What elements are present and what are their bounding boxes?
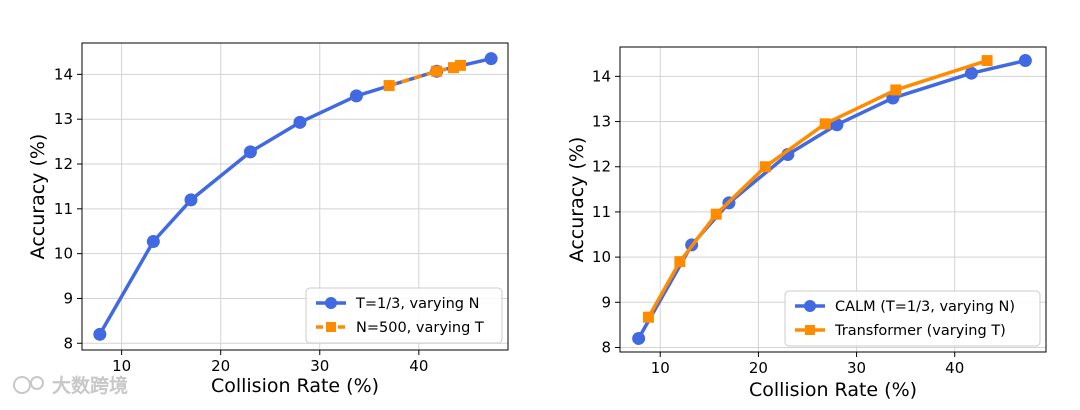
x-tick-label: 40 [409,357,428,375]
y-tick-label: 13 [54,110,73,128]
legend-marker [804,300,816,312]
y-tick-label: 14 [54,65,73,83]
x-axis-label: Collision Rate (%) [211,375,379,397]
legend-label: CALM (T=1/3, varying N) [835,299,1015,315]
legend: T=1/3, varying N N=500, varying T [305,287,503,344]
plot-frame [619,46,1047,353]
watermark-logo-icon [13,376,44,394]
y-tick-label: 10 [54,245,73,263]
data-point [759,161,771,173]
data-point [184,193,198,207]
legend-label: T=1/3, varying N [355,296,479,312]
data-point [1018,54,1032,68]
data-point [243,145,257,159]
right-chart: 10 20 30 40 8 9 10 11 12 13 14 Collision Rate (%) Ac… [566,46,1047,401]
plot-frame [81,42,509,351]
y-tick-label: 9 [63,289,73,307]
x-tick-label: 30 [847,359,866,377]
legend-label: Transformer (varying T) [834,323,1006,339]
series-line [98,56,492,336]
data-point [448,62,460,74]
watermark: 大数跨境 [13,374,128,397]
data-point [642,311,654,323]
data-point [819,118,831,130]
data-point [632,331,646,345]
y-tick-label: 11 [54,200,73,218]
y-tick-label: 14 [592,67,611,85]
legend-box [305,287,503,344]
y-tick-label: 12 [592,158,611,176]
data-point [146,235,160,249]
x-tick-label: 10 [112,357,131,375]
legend-marker [805,325,815,335]
x-axis-label: Collision Rate (%) [749,379,917,401]
y-tick-label: 12 [54,155,73,173]
data-point [484,52,498,66]
watermark-text: 大数跨境 [52,374,128,397]
legend: CALM (T=1/3, varying N) Transformer (vary… [784,290,1041,347]
legend-box [784,290,1041,347]
y-tick-label: 8 [63,334,73,352]
data-point [890,84,902,96]
x-tick-label: 40 [945,359,964,377]
y-axis-label: Accuracy (%) [27,134,49,260]
data-point [674,256,686,268]
data-point [349,89,363,103]
x-tick-label: 10 [651,359,670,377]
data-point [981,55,993,67]
y-tick-label: 11 [592,203,611,221]
y-tick-label: 13 [592,113,611,131]
y-axis-label: Accuracy (%) [566,137,588,263]
data-point [454,59,466,71]
data-point [964,66,978,80]
x-tick-label: 20 [749,359,768,377]
legend-label: N=500, varying T [356,320,484,336]
legend-marker [325,297,337,309]
data-point [431,65,443,77]
left-chart: 10 20 30 40 8 9 10 11 12 13 14 Collision Rate (%) Ac… [27,42,509,397]
data-point [383,80,395,92]
y-tick-label: 8 [601,338,611,356]
x-tick-label: 20 [211,357,230,375]
legend-marker [326,322,336,332]
series-line [646,58,988,319]
data-point [293,115,307,129]
x-tick-label: 30 [310,357,329,375]
data-point [93,327,107,341]
data-point [710,208,722,220]
y-tick-label: 10 [592,248,611,266]
y-tick-label: 9 [601,293,611,311]
